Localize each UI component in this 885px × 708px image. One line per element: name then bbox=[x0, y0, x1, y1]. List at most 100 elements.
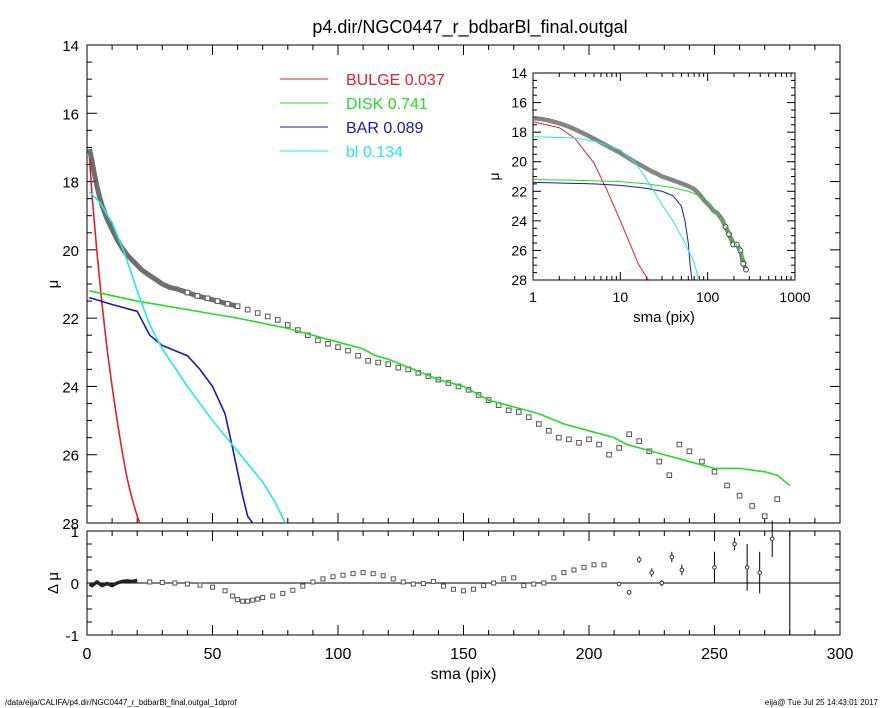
profile-point bbox=[365, 358, 371, 364]
profile-point bbox=[546, 428, 552, 434]
inset-profile-point bbox=[740, 260, 747, 267]
residual-point bbox=[659, 580, 665, 586]
main-ytick-label: 14 bbox=[62, 38, 79, 55]
profile-point bbox=[711, 468, 718, 475]
profile-point bbox=[264, 313, 271, 320]
main-plot: 14 16 18 20 22 24 26 28 μ bbox=[45, 38, 841, 533]
residual-point bbox=[197, 582, 203, 588]
inset-series-bulge-line bbox=[533, 121, 649, 280]
residual-xtick-label: 200 bbox=[576, 646, 603, 663]
residual-point bbox=[461, 588, 466, 594]
profile-point bbox=[536, 421, 542, 427]
residual-xtick-label: 50 bbox=[204, 646, 222, 663]
legend-label-bar: BAR 0.089 bbox=[346, 120, 423, 137]
residual-point bbox=[649, 570, 655, 575]
residual-point bbox=[255, 596, 261, 602]
residual-point bbox=[340, 572, 346, 578]
profile-point bbox=[556, 434, 562, 441]
profile-point bbox=[676, 441, 683, 448]
profile-point bbox=[774, 496, 781, 502]
inset-ytick-label: 18 bbox=[511, 124, 527, 140]
residual-xtick-label: 0 bbox=[83, 646, 92, 663]
residual-point bbox=[616, 581, 622, 587]
inset-profile-point bbox=[743, 266, 749, 273]
profile-point bbox=[525, 414, 532, 420]
main-ytick-label: 22 bbox=[62, 311, 79, 328]
residual-point bbox=[380, 573, 386, 579]
profile-point bbox=[285, 322, 291, 328]
residual-point bbox=[420, 581, 426, 587]
residual-point bbox=[769, 536, 775, 542]
residual-point bbox=[184, 581, 190, 587]
profile-point bbox=[224, 301, 231, 307]
profile-point bbox=[325, 340, 331, 347]
series-bulge-line bbox=[88, 157, 141, 523]
profile-point bbox=[666, 472, 673, 478]
residual-point bbox=[679, 567, 685, 573]
inset-ytick-label: 22 bbox=[511, 183, 527, 199]
inset-ylabel: μ bbox=[486, 172, 502, 180]
residual-point bbox=[320, 576, 326, 582]
residual-point bbox=[240, 598, 246, 604]
main-ytick-label: 18 bbox=[62, 175, 79, 192]
inset-plot: 14 16 18 20 22 24 26 281 10 100 1000 sma (pix) μ bbox=[486, 61, 820, 330]
profile-point bbox=[606, 451, 612, 458]
inset-xtick-label: 1 bbox=[529, 289, 537, 305]
residual-point bbox=[230, 593, 236, 599]
residual-point bbox=[481, 583, 487, 589]
residual-ylabel: Δ μ bbox=[45, 572, 62, 594]
profile-point bbox=[686, 448, 693, 455]
inset-xtick-label: 1000 bbox=[779, 289, 810, 305]
residual-point bbox=[235, 597, 241, 603]
residual-point bbox=[541, 580, 547, 586]
residual-point bbox=[531, 581, 537, 587]
residual-inner-line bbox=[88, 578, 138, 588]
residual-point bbox=[300, 583, 306, 589]
profile-point bbox=[656, 458, 663, 465]
inset-ytick-label: 28 bbox=[511, 272, 527, 288]
profile-point bbox=[254, 310, 261, 316]
residual-point bbox=[222, 588, 228, 594]
profile-point bbox=[749, 503, 755, 509]
residual-point bbox=[430, 578, 436, 584]
residual-point bbox=[571, 567, 577, 573]
residual-ytick-label: 0 bbox=[71, 576, 79, 593]
residual-point bbox=[172, 580, 178, 586]
profile-point bbox=[586, 436, 592, 443]
residual-point bbox=[471, 586, 477, 592]
profile-point bbox=[699, 458, 705, 465]
residual-point bbox=[410, 581, 416, 587]
profile-point bbox=[616, 445, 622, 451]
residual-point bbox=[390, 576, 396, 582]
residual-point bbox=[744, 565, 750, 570]
profile-point bbox=[355, 352, 361, 359]
residual-point bbox=[581, 564, 587, 570]
series-disk-line bbox=[89, 290, 791, 487]
profile-inner-line bbox=[87, 148, 239, 309]
main-ytick-label: 16 bbox=[62, 106, 79, 123]
residual-point bbox=[511, 575, 517, 581]
legend-label-bulge: BULGE 0.037 bbox=[346, 72, 445, 89]
residual-point bbox=[561, 570, 567, 576]
legend-label-disk: DISK 0.741 bbox=[346, 96, 428, 113]
main-plot-data bbox=[87, 148, 791, 523]
residual-plot-data bbox=[87, 520, 840, 635]
profile-point bbox=[596, 441, 602, 448]
residual-point bbox=[491, 580, 497, 586]
residual-point bbox=[757, 570, 762, 575]
residual-xtick-label: 250 bbox=[701, 646, 728, 663]
residual-point bbox=[270, 593, 276, 599]
profile-point bbox=[214, 298, 221, 304]
profile-point bbox=[515, 409, 522, 415]
residual-point bbox=[501, 576, 507, 582]
inset-ytick-label: 14 bbox=[511, 65, 527, 81]
residual-point bbox=[330, 574, 336, 580]
residual-point bbox=[210, 584, 215, 590]
inset-ytick-label: 24 bbox=[511, 213, 527, 229]
profile-point bbox=[724, 482, 730, 489]
profile-point bbox=[194, 293, 201, 299]
residual-ytick-label: -1 bbox=[66, 628, 79, 645]
profile-point bbox=[576, 439, 582, 446]
series-bar-line bbox=[89, 296, 254, 523]
